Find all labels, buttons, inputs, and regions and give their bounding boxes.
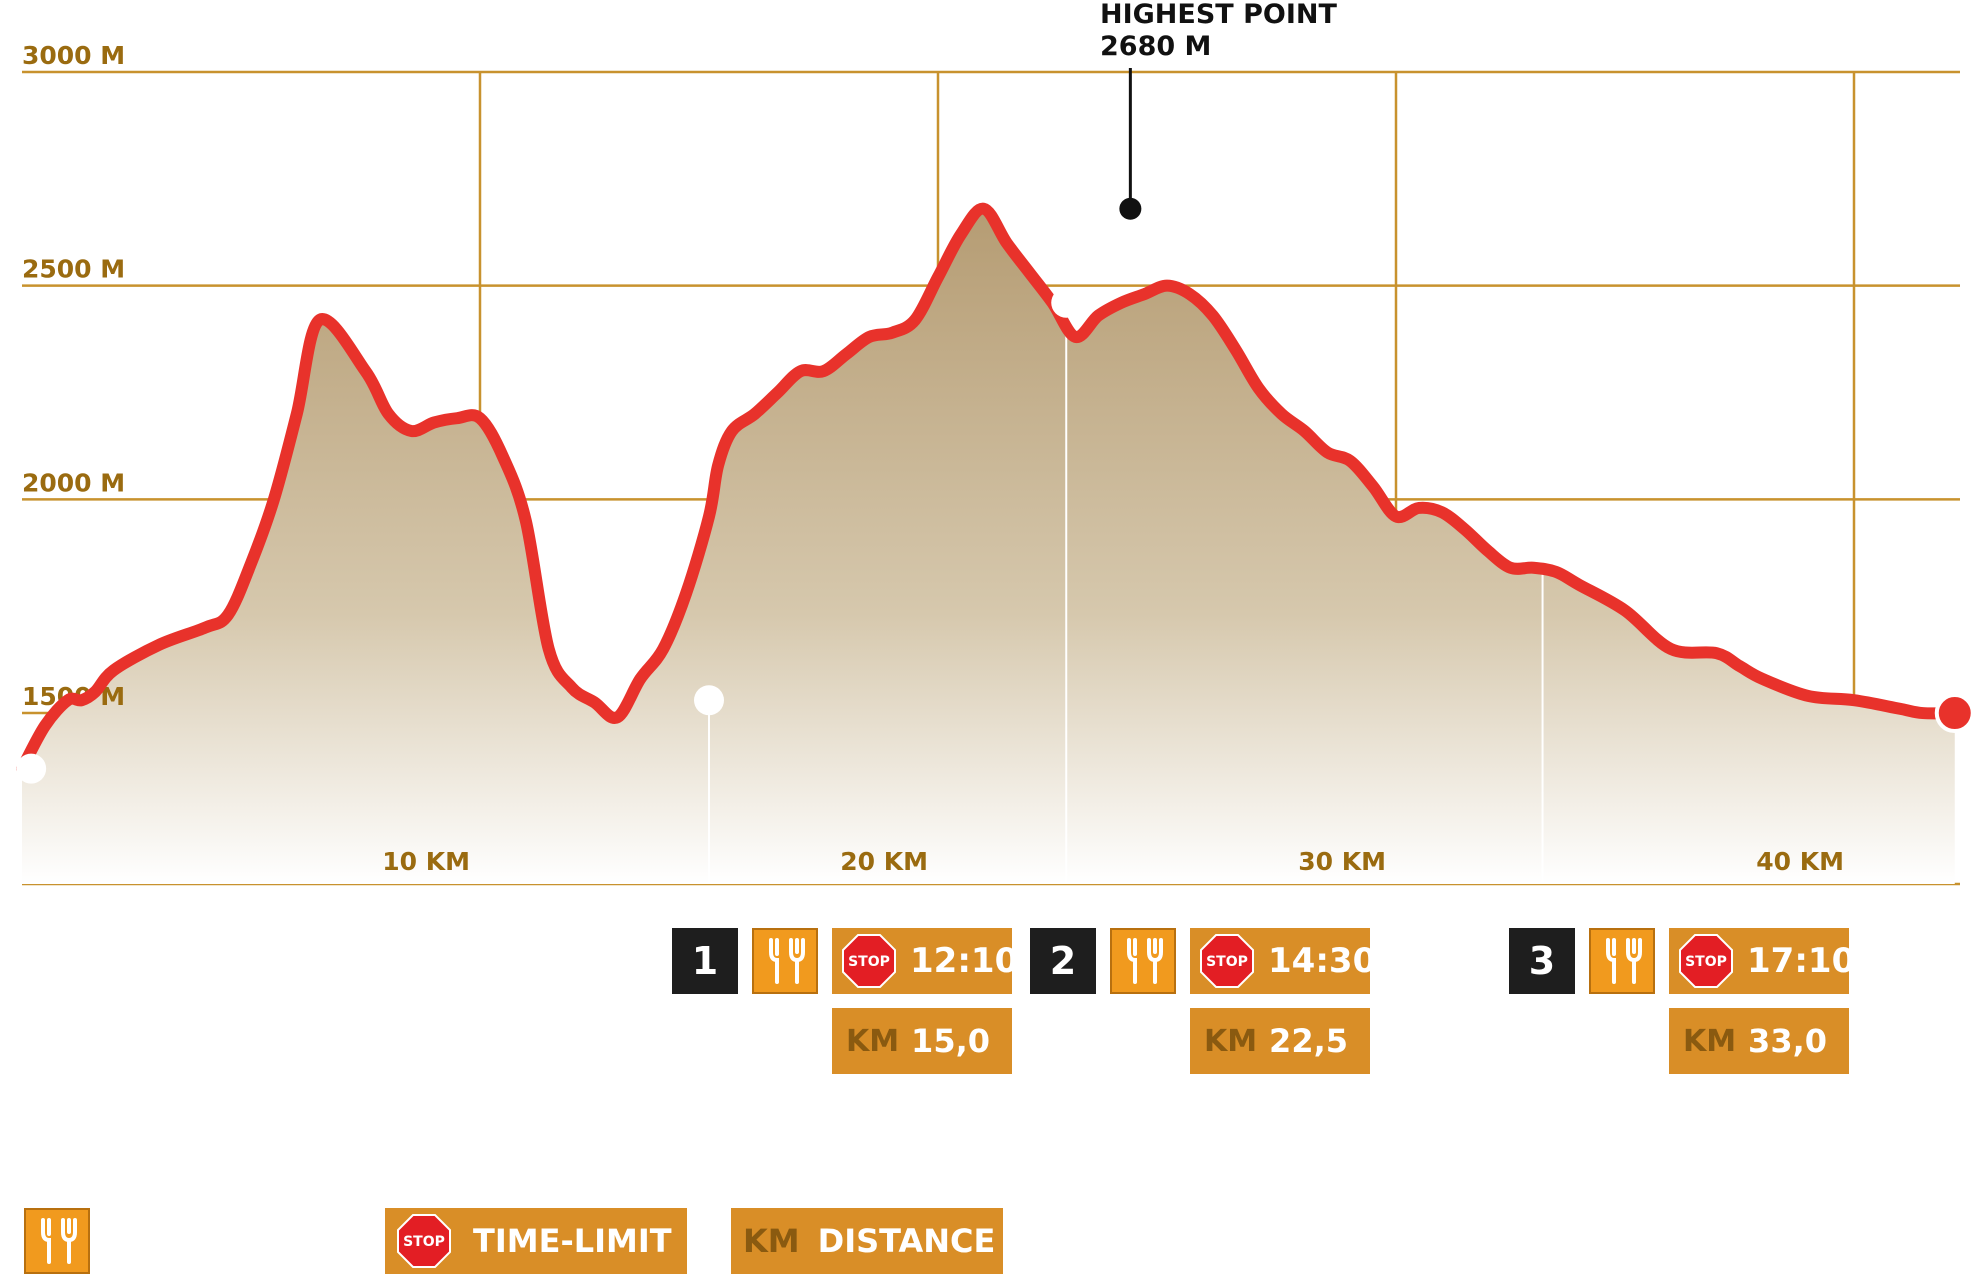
distance-badge-3: KM 33,0 [1669,1008,1849,1074]
y-tick-label: 2500 M [22,255,125,284]
time-limit-value: 14:30 [1268,941,1377,981]
route-markers [16,202,1975,784]
km-value: 33,0 [1748,1022,1827,1060]
elevation-area [22,208,1955,884]
checkpoint-dot [694,685,724,716]
legend-distance-label: DISTANCE [817,1222,996,1260]
x-axis-labels: 10 KM 20 KM 30 KM 40 KM [382,847,1844,876]
legend-km-label: KM [743,1222,800,1260]
checkpoint-number-3: 3 [1509,928,1575,994]
svg-text:STOP: STOP [403,1234,445,1250]
legend-time-limit: STOP TIME-LIMIT [385,1208,687,1274]
legend-distance: KM DISTANCE [731,1208,1003,1274]
checkpoint-number-1: 1 [672,928,738,994]
x-tick-label: 30 KM [1298,847,1386,876]
y-tick-label: 2000 M [22,468,125,497]
km-value: 22,5 [1269,1022,1348,1060]
distance-badge-2: KM 22,5 [1190,1008,1370,1074]
start-marker [16,753,47,784]
time-limit-badge-2: STOP 14:30 [1190,928,1376,994]
checkpoint-number-2: 2 [1030,928,1096,994]
x-tick-label: 10 KM [382,847,470,876]
highest-point-annotation: HIGHEST POINT 2680 M [1100,0,1337,220]
svg-text:STOP: STOP [848,954,890,970]
distance-badge-1: KM 15,0 [832,1008,1012,1074]
checkpoint-dot [1527,501,1558,532]
legend-time-limit-label: TIME-LIMIT [473,1222,672,1260]
time-limit-badge-1: STOP 12:10 [832,928,1018,994]
stop-sign-icon: STOP [842,934,896,988]
route-line [16,202,1961,775]
svg-text:STOP: STOP [1206,954,1248,970]
y-tick-label: 3000 M [22,41,125,70]
fork-knife-icon [1110,928,1176,994]
highest-point-dot [1119,197,1142,220]
stop-sign-icon: STOP [1679,934,1733,988]
stop-sign-icon: STOP [1200,934,1254,988]
fork-knife-icon [752,928,818,994]
legend-fork-knife-icon [24,1208,90,1274]
stop-sign-icon: STOP [397,1214,451,1268]
km-value: 15,0 [911,1022,990,1060]
time-limit-value: 12:10 [910,941,1019,981]
time-limit-value: 17:10 [1747,941,1856,981]
km-label: KM [846,1023,900,1059]
km-label: KM [1204,1023,1258,1059]
checkpoint-dot [1051,287,1082,318]
x-tick-label: 40 KM [1756,847,1844,876]
highest-point-value: 2680 M [1100,31,1211,62]
finish-marker [1934,693,1975,734]
km-label: KM [1683,1023,1737,1059]
fork-knife-icon [1589,928,1655,994]
svg-text:STOP: STOP [1685,954,1727,970]
x-tick-label: 20 KM [840,847,928,876]
highest-point-label: HIGHEST POINT [1100,0,1337,30]
time-limit-badge-3: STOP 17:10 [1669,928,1855,994]
elevation-fill [22,208,1955,884]
